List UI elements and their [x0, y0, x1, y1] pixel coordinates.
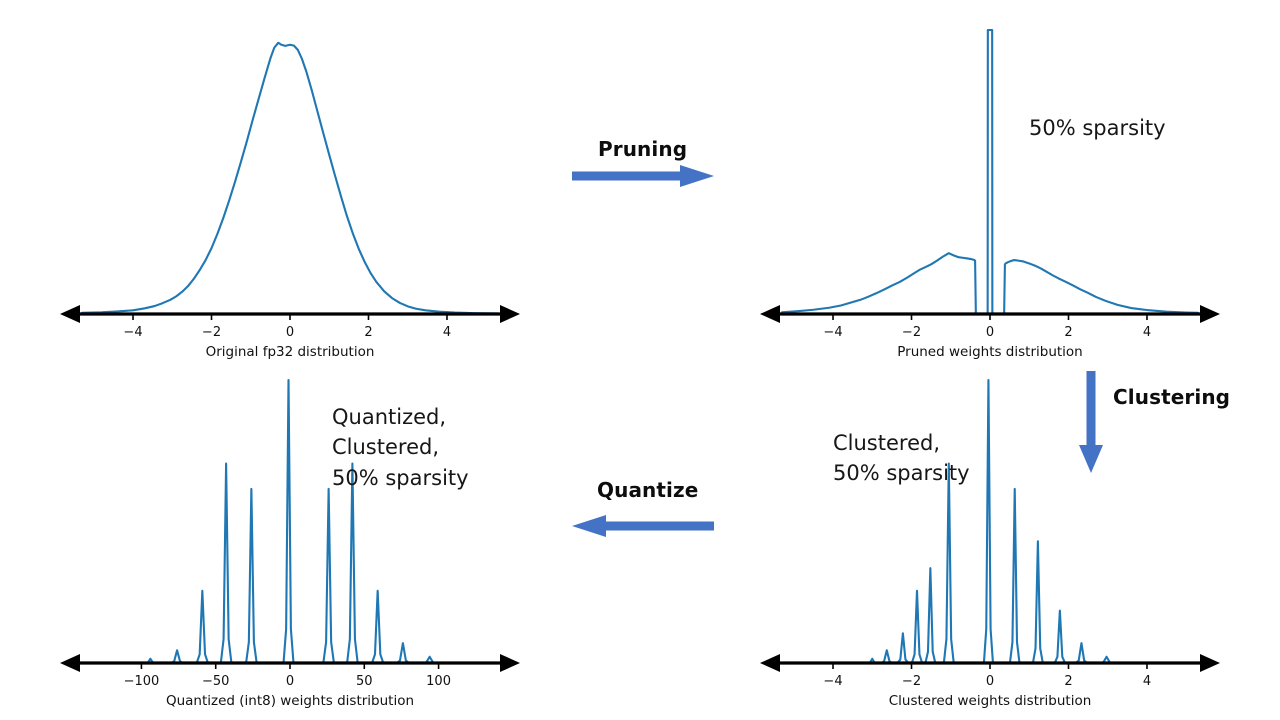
distribution-curve [780, 378, 1200, 665]
x-axis-tick-label: 0 [286, 674, 294, 689]
x-axis-tick-label: 2 [1064, 325, 1072, 340]
x-axis-caption: Original fp32 distribution [206, 344, 375, 360]
flow-label-pruning: Pruning [598, 137, 688, 161]
x-axis-tick-label: −4 [123, 325, 142, 340]
x-axis-tick-label: 100 [426, 674, 451, 689]
axis-arrow-left-icon [760, 654, 780, 672]
x-axis-tick-label: 4 [1143, 325, 1151, 340]
axis-arrow-left-icon [760, 305, 780, 323]
x-axis-tick-label: 4 [1143, 674, 1151, 689]
x-axis-caption: Pruned weights distribution [897, 344, 1083, 360]
axis-arrow-right-icon [1200, 654, 1220, 672]
chart-clustered-weights: −4 −2 0 2 4 Clustered weights distribution [740, 368, 1240, 713]
x-axis-tick-label: −2 [902, 674, 921, 689]
distribution-curve [80, 41, 500, 315]
x-axis-tick-label: 0 [986, 325, 994, 340]
x-axis-tick-label: 50 [356, 674, 373, 689]
chart-original-fp32-svg: −4 −2 0 2 4 Original fp32 distribution [60, 41, 520, 360]
flow-arrow-clustering-down [1077, 371, 1105, 473]
axis-arrow-left-icon [60, 305, 80, 323]
arrow-down-icon [1079, 371, 1103, 473]
flow-arrow-pruning-right [572, 162, 714, 190]
x-axis-tick-label: 0 [286, 325, 294, 340]
annotation-sparsity-top-right: 50% sparsity [1029, 116, 1166, 140]
x-axis-tick-label: 0 [986, 674, 994, 689]
x-axis-tick-label: −50 [202, 674, 229, 689]
arrow-right-icon [572, 165, 714, 187]
chart-pruned-weights: −4 −2 0 2 4 Pruned weights distribution [740, 8, 1240, 360]
flow-arrow-quantize-left [572, 512, 714, 540]
axis-arrow-right-icon [500, 654, 520, 672]
x-axis-tick-label: −4 [823, 674, 842, 689]
flow-label-clustering: Clustering [1113, 385, 1231, 409]
chart-clustered-weights-svg: −4 −2 0 2 4 Clustered weights distribution [760, 378, 1220, 709]
chart-quantized-int8: −100 −50 0 50 100 Quantized (int8) weights di… [40, 368, 540, 713]
chart-quantized-int8-svg: −100 −50 0 50 100 Quantized (int8) weights di… [60, 378, 520, 709]
x-axis-caption: Quantized (int8) weights distribution [166, 693, 414, 709]
axis-arrow-right-icon [1200, 305, 1220, 323]
x-axis-tick-label: 4 [443, 325, 451, 340]
arrow-left-icon [572, 515, 714, 537]
axis-arrow-right-icon [500, 305, 520, 323]
annotation-quantized-bottom-left: Quantized, Clustered, 50% sparsity [332, 405, 469, 490]
x-axis-tick-label: −2 [902, 325, 921, 340]
x-axis-tick-label: −100 [124, 674, 160, 689]
flow-label-quantize: Quantize [597, 478, 699, 502]
x-axis-tick-label: 2 [1064, 674, 1072, 689]
chart-pruned-weights-svg: −4 −2 0 2 4 Pruned weights distribution [760, 28, 1220, 360]
x-axis-tick-label: 2 [364, 325, 372, 340]
x-axis-tick-label: −4 [823, 325, 842, 340]
annotation-clustered-bottom-right: Clustered, 50% sparsity [833, 431, 970, 486]
x-axis-caption: Clustered weights distribution [889, 693, 1092, 709]
x-axis-tick-label: −2 [202, 325, 221, 340]
chart-original-fp32: −4 −2 0 2 4 Original fp32 distribution [40, 8, 540, 360]
axis-arrow-left-icon [60, 654, 80, 672]
distribution-curve [780, 28, 1200, 316]
